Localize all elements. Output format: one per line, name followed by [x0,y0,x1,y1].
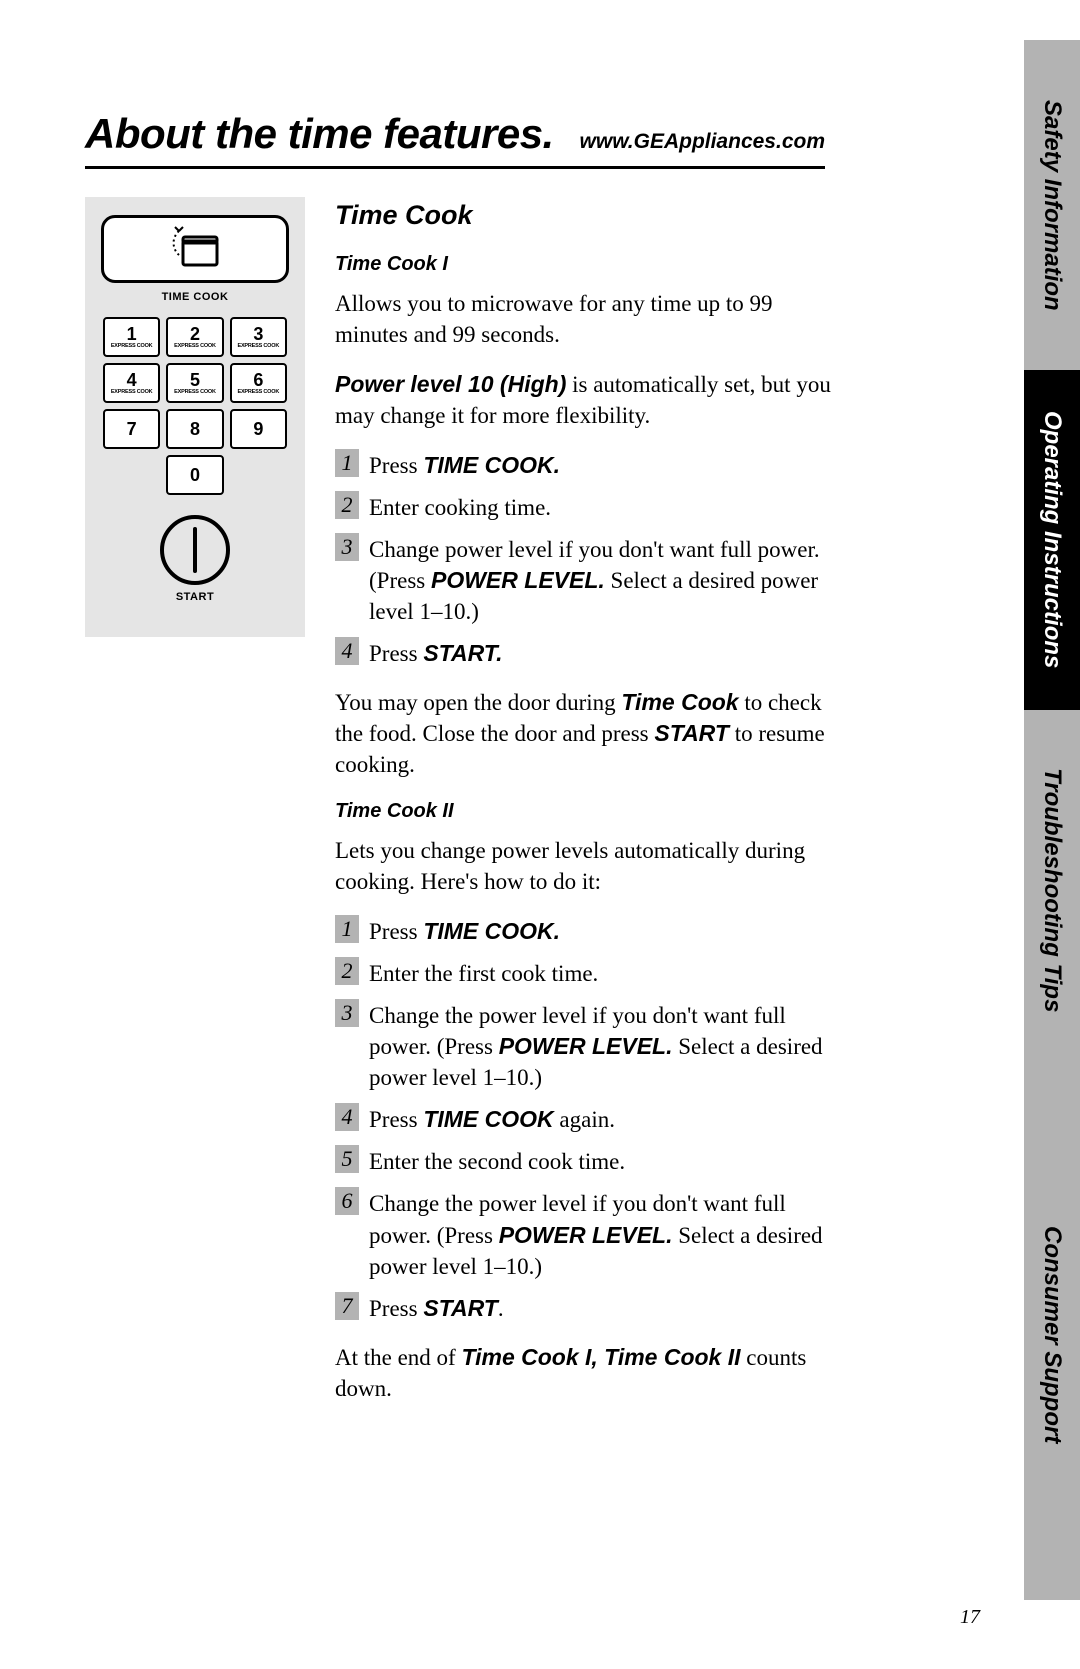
tab-safety-information: Safety Information [1024,40,1080,370]
step-bold: POWER LEVEL. [499,1033,673,1059]
step-number: 4 [335,637,359,665]
subsection-2-title: Time Cook II [335,798,845,825]
key-num: 4 [127,371,137,389]
step-number: 4 [335,1103,359,1131]
key-sub: EXPRESS COOK [174,389,216,395]
step-number: 5 [335,1145,359,1173]
step: 2 Enter the first cook time. [335,957,845,989]
key-5: 5EXPRESS COOK [166,363,223,403]
key-4: 4EXPRESS COOK [103,363,160,403]
sub1-outro: You may open the door during Time Cook t… [335,687,845,780]
step: 3 Change power level if you don't want fu… [335,533,845,627]
main-content: Time Cook Time Cook I Allows you to micr… [335,197,845,1422]
key-sub: EXPRESS COOK [238,389,280,395]
key-6: 6EXPRESS COOK [230,363,287,403]
step: 2 Enter cooking time. [335,491,845,523]
sub2-outro: At the end of Time Cook I, Time Cook II … [335,1342,845,1404]
page-title: About the time features. [85,110,554,158]
key-sub: EXPRESS COOK [238,343,280,349]
timecook-button [101,215,289,283]
key-8: 8 [166,409,223,449]
step-text: Enter the first cook time. [369,957,845,989]
side-tabs: Safety InformationOperating Instructions… [1024,40,1080,1600]
key-num: 9 [253,420,263,438]
key-7: 7 [103,409,160,449]
key-num: 0 [190,466,200,484]
step-text: Change power level if you don't want ful… [369,533,845,627]
power-level-bold: Power level 10 (High) [335,371,566,397]
step-number: 6 [335,1187,359,1215]
key-1: 1EXPRESS COOK [103,317,160,357]
step-number: 3 [335,999,359,1027]
key-num: 7 [127,420,137,438]
tab-troubleshooting-tips: Troubleshooting Tips [1024,710,1080,1070]
key-2: 2EXPRESS COOK [166,317,223,357]
step-number: 2 [335,491,359,519]
sub2-intro: Lets you change power levels automatical… [335,835,845,897]
step-text: Change the power level if you don't want… [369,999,845,1093]
step-number: 7 [335,1292,359,1320]
page-number: 17 [960,1606,980,1629]
key-sub: EXPRESS COOK [111,389,153,395]
key-num: 2 [190,325,200,343]
key-num: 6 [253,371,263,389]
start-button [160,515,230,585]
step-text: Press TIME COOK again. [369,1103,845,1135]
step: 4 Press START. [335,637,845,669]
step-bold: POWER LEVEL. [499,1222,673,1248]
step: 7 Press START. [335,1292,845,1324]
keypad-panel: TIME COOK 1EXPRESS COOK2EXPRESS COOK3EXP… [85,197,305,637]
step-bold: START [423,1295,498,1321]
step-number: 1 [335,449,359,477]
step-text: Press TIME COOK. [369,915,845,947]
step: 1 Press TIME COOK. [335,449,845,481]
step-number: 2 [335,957,359,985]
step: 5 Enter the second cook time. [335,1145,845,1177]
tab-consumer-support: Consumer Support [1024,1070,1080,1600]
start-label: START [97,591,293,603]
step: 6 Change the power level if you don't wan… [335,1187,845,1281]
start-icon [193,527,197,573]
step-number: 3 [335,533,359,561]
key-num: 5 [190,371,200,389]
step-text: Press START. [369,637,845,669]
sub2-steps: 1 Press TIME COOK. 2 Enter the first cook t… [335,915,845,1324]
key-0: 0 [166,455,223,495]
step-bold: TIME COOK. [423,452,560,478]
sub1-steps: 1 Press TIME COOK. 2 Enter cooking time. 3 Ch… [335,449,845,669]
step-bold: TIME COOK. [423,918,560,944]
key-sub: EXPRESS COOK [174,343,216,349]
sub1-intro: Allows you to microwave for any time up … [335,288,845,350]
subsection-1-title: Time Cook I [335,251,845,278]
key-num: 1 [127,325,137,343]
step-text: Press START. [369,1292,845,1324]
step-text: Enter cooking time. [369,491,845,523]
tab-operating-instructions: Operating Instructions [1024,370,1080,710]
timecook-label: TIME COOK [97,291,293,303]
sub1-power: Power level 10 (High) is automatically s… [335,369,845,431]
header-url: www.GEAppliances.com [580,130,825,154]
key-num: 3 [253,325,263,343]
key-sub: EXPRESS COOK [111,343,153,349]
step-text: Change the power level if you don't want… [369,1187,845,1281]
step: 1 Press TIME COOK. [335,915,845,947]
step: 4 Press TIME COOK again. [335,1103,845,1135]
step-text: Enter the second cook time. [369,1145,845,1177]
key-num: 8 [190,420,200,438]
key-3: 3EXPRESS COOK [230,317,287,357]
step-text: Press TIME COOK. [369,449,845,481]
key-9: 9 [230,409,287,449]
step-bold: START. [423,640,502,666]
step-bold: POWER LEVEL. [431,567,605,593]
section-title: Time Cook [335,197,845,233]
step-bold: TIME COOK [423,1106,553,1132]
step-number: 1 [335,915,359,943]
keypad-grid: 1EXPRESS COOK2EXPRESS COOK3EXPRESS COOK4… [97,317,293,495]
step: 3 Change the power level if you don't wan… [335,999,845,1093]
microwave-icon [165,225,225,274]
page-header: About the time features. www.GEAppliance… [85,110,825,169]
